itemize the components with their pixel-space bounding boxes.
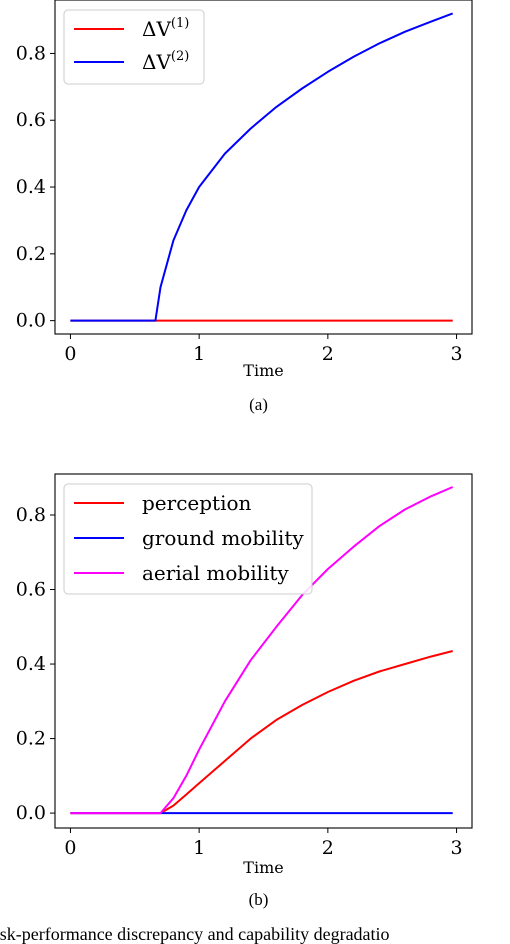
x-tick-label: 3 xyxy=(451,837,463,859)
chart-panel-b: 0 1 2 3 0.0 0.2 0.4 0.6 0.8 Time (b) perception grou… xyxy=(16,473,473,909)
legend-label: aerial mobility xyxy=(142,561,289,585)
panel-label: (a) xyxy=(249,395,268,414)
x-tick-label: 0 xyxy=(64,343,76,365)
y-tick-label: 0.8 xyxy=(16,42,46,64)
x-tick-label: 2 xyxy=(322,343,334,365)
legend-label: ΔV(1) xyxy=(142,16,189,41)
x-tick-label: 1 xyxy=(193,837,205,859)
legend-label-superscript: (2) xyxy=(171,49,189,64)
legend-label-base: ΔV xyxy=(142,50,171,74)
x-axis-label: Time xyxy=(243,858,283,877)
legend-box xyxy=(63,483,313,595)
x-axis-label: Time xyxy=(243,361,283,380)
series-line--v-2- xyxy=(70,12,454,322)
series-line-perception xyxy=(70,650,453,815)
x-tick-label: 2 xyxy=(322,837,334,859)
legend-label: perception xyxy=(142,491,252,515)
panel-label: (b) xyxy=(249,890,269,909)
x-tick-label: 3 xyxy=(451,343,463,365)
legend-label-base: ΔV xyxy=(142,17,171,41)
legend-label: ground mobility xyxy=(142,526,304,550)
y-tick-label: 0.0 xyxy=(16,310,46,332)
series-line-aerial-mobility xyxy=(70,486,454,815)
x-tick-label: 1 xyxy=(193,343,205,365)
y-tick-label: 0.2 xyxy=(16,728,46,750)
y-tick-label: 0.6 xyxy=(16,579,46,601)
y-tick-label: 0.4 xyxy=(16,653,46,675)
axes-frame xyxy=(54,473,473,829)
figure-caption: Task-performance discrepancy and capabil… xyxy=(0,924,390,944)
legend-label-superscript: (1) xyxy=(171,16,189,31)
y-tick-label: 0.4 xyxy=(16,176,46,198)
y-tick-label: 0.8 xyxy=(16,504,46,526)
y-tick-label: 0.6 xyxy=(16,109,46,131)
x-tick-label: 0 xyxy=(64,837,76,859)
y-tick-label: 0.2 xyxy=(16,243,46,265)
legend-label: ΔV(2) xyxy=(142,49,189,74)
axes-frame xyxy=(54,0,473,335)
y-tick-label: 0.0 xyxy=(16,802,46,824)
